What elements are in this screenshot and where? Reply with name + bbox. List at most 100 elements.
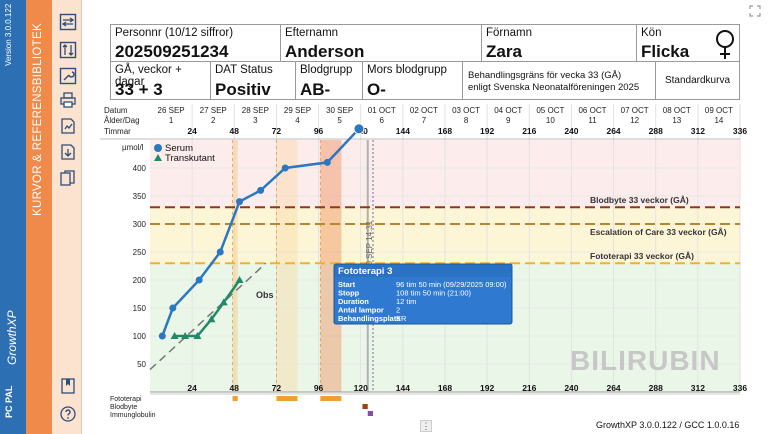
tooltip-value: 12 tim — [396, 297, 416, 306]
timeline-date: 26 SEP — [158, 106, 185, 115]
tooltip-key: Start — [338, 280, 356, 289]
resize-handle[interactable]: ⋮ — [420, 420, 432, 432]
serum-point[interactable] — [236, 198, 244, 206]
serum-point[interactable] — [169, 304, 177, 312]
threshold-label: Escalation of Care 33 veckor (GÅ) — [590, 227, 727, 237]
version-text: Version 3.0.0.122 — [4, 3, 13, 66]
serum-point[interactable] — [216, 248, 224, 256]
legend-transkutant-icon — [154, 154, 162, 161]
tooltip-value: 2 — [396, 306, 400, 315]
threshold-lines: Blodbyte 33 veckor (GÅ) Escalation of Car… — [149, 195, 740, 371]
timeline-hour: 96 — [314, 126, 324, 136]
x-tick-label: 96 — [314, 383, 324, 393]
timeline-date: 04 OCT — [494, 106, 522, 115]
transkutant-point[interactable] — [193, 332, 202, 339]
timeline-day: 4 — [295, 116, 300, 125]
tooltip-key: Duration — [338, 297, 369, 306]
serum-point[interactable] — [257, 186, 265, 194]
y-tick-label: 100 — [133, 332, 147, 341]
transkutant-point[interactable] — [181, 332, 190, 339]
y-tick-label: 50 — [137, 360, 146, 369]
mother-blood-group-field[interactable]: Mors blodgrupp O- — [362, 61, 463, 100]
lastname-field[interactable]: Efternamn Anderson — [280, 24, 482, 62]
immunoglobulin-bar — [367, 411, 374, 416]
exchange-bar — [362, 404, 368, 409]
download-icon[interactable] — [58, 142, 78, 162]
series-group[interactable] — [158, 123, 365, 340]
legend-transkutant: Transkutant — [165, 153, 215, 164]
serum-point[interactable] — [195, 276, 203, 284]
x-tick-label: 72 — [272, 383, 282, 393]
dat-value: Positiv — [215, 80, 271, 99]
timeline-day: 9 — [506, 116, 511, 125]
ga-field[interactable]: GÅ, veckor + dagar 33 + 3 — [110, 61, 211, 100]
y-tick-label: 150 — [133, 304, 147, 313]
legend-serum-icon — [154, 144, 162, 152]
timeline-date: 30 SEP — [326, 106, 353, 115]
x-tick-label: 168 — [438, 383, 452, 393]
timeline-hour: 288 — [649, 126, 663, 136]
serum-point[interactable] — [281, 164, 289, 172]
copy-icon[interactable] — [58, 168, 78, 188]
transkutant-point[interactable] — [235, 276, 244, 283]
help-icon[interactable] — [58, 404, 78, 424]
export-chart-icon[interactable] — [58, 116, 78, 136]
transkutant-point[interactable] — [207, 315, 216, 323]
expand-icon[interactable] — [748, 4, 762, 18]
swap-arrows-icon[interactable] — [58, 12, 78, 32]
sex-field[interactable]: Kön Flicka — [636, 24, 740, 62]
tooltip[interactable]: Fototerapi 3 Start 96 tim 50 min (09/29/2… — [333, 263, 513, 325]
timeline-day: 8 — [464, 116, 469, 125]
timeline-day: 12 — [630, 116, 639, 125]
serum-point[interactable] — [353, 123, 365, 135]
timeline-day: 6 — [380, 116, 385, 125]
transkutant-point[interactable] — [170, 332, 179, 339]
y-tick-label: 350 — [133, 192, 147, 201]
obs-label: Obs — [256, 290, 274, 300]
timeline-hour: 48 — [230, 126, 240, 136]
track-label-exchange: Blodbyte — [110, 404, 137, 411]
y-tick-label: 300 — [133, 220, 147, 229]
wrench-icon[interactable] — [58, 66, 78, 86]
personnr-field[interactable]: Personnr (10/12 siffror) 202509251234 — [110, 24, 281, 62]
timeline-day: 10 — [546, 116, 555, 125]
x-tick-label: 312 — [691, 383, 705, 393]
library-strip[interactable]: KURVOR & REFERENSBIBLIOTEK — [26, 0, 52, 434]
print-icon[interactable] — [58, 90, 78, 110]
transkutant-point[interactable] — [219, 298, 228, 306]
x-tick-label: 336 — [733, 383, 747, 393]
standard-curve-button[interactable]: Standardkurva — [655, 61, 740, 100]
lastname-value: Anderson — [285, 42, 365, 61]
serum-point[interactable] — [323, 158, 331, 166]
blood-group-field[interactable]: Blodgrupp AB- — [295, 61, 363, 100]
tooltip-key: Stopp — [338, 289, 360, 298]
dat-field[interactable]: DAT Status Positiv — [210, 61, 296, 100]
vertical-arrows-icon[interactable] — [58, 40, 78, 60]
timeline-hour: 312 — [691, 126, 705, 136]
x-tick-label: 120 — [354, 383, 368, 393]
timeline-hour: 240 — [564, 126, 578, 136]
row-label-hours: Timmar — [104, 127, 131, 136]
timeline-date: 05 OCT — [536, 106, 564, 115]
legend-serum: Serum — [165, 143, 193, 154]
firstname-field[interactable]: Förnamn Zara — [481, 24, 637, 62]
tooltip-title: Fototerapi 3 — [338, 266, 392, 277]
toolbar — [52, 0, 82, 434]
product-text: GrowthXP — [5, 310, 19, 365]
obs-dashed-line — [149, 262, 267, 371]
timeline-day: 3 — [253, 116, 258, 125]
timeline-day: 5 — [337, 116, 342, 125]
timeline-date: 01 OCT — [368, 106, 396, 115]
y-tick-label: 250 — [133, 248, 147, 257]
bilirubin-chart[interactable]: Blodbyte 33 veckor (GÅ) Escalation of Car… — [100, 103, 750, 434]
library-title[interactable]: KURVOR & REFERENSBIBLIOTEK — [32, 23, 44, 216]
x-axis-bottom: 24 48 72 96 120 144 168 192 216 240 264 288 312 336 — [150, 383, 747, 393]
x-tick-label: 48 — [230, 383, 240, 393]
left-brand-strip: Version 3.0.0.122 PC PAL GrowthXP — [0, 0, 26, 434]
tooltip-value: 108 tim 50 min (21:00) — [396, 289, 472, 298]
phototherapy-bar — [232, 396, 238, 401]
bookmark-icon[interactable] — [58, 376, 78, 396]
timeline-hour: 144 — [396, 126, 410, 136]
serum-point[interactable] — [158, 332, 166, 340]
current-time-marker-label: 30 SEP 14:31 — [365, 220, 374, 270]
